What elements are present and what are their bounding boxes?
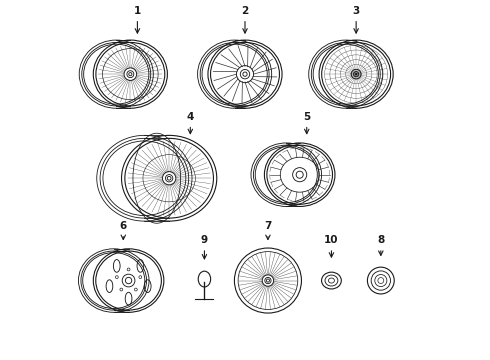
Text: 1: 1 [134,6,141,33]
Text: 5: 5 [303,112,310,134]
Text: 4: 4 [187,112,194,134]
Text: 8: 8 [377,235,385,255]
Text: 7: 7 [264,221,271,239]
Text: 10: 10 [324,235,339,257]
Text: 6: 6 [120,221,127,239]
Text: 9: 9 [201,235,208,259]
Text: 3: 3 [352,6,360,33]
Text: 2: 2 [242,6,248,33]
